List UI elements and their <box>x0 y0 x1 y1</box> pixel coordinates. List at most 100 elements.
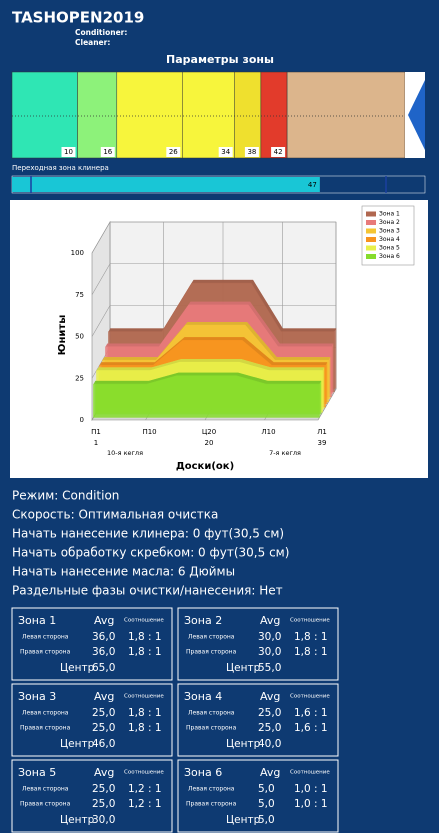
left-value: 30,0 <box>258 631 281 643</box>
side-label: Правая сторона <box>20 801 71 808</box>
side-label: Левая сторона <box>188 710 235 717</box>
zone-boundary-label: 42 <box>274 148 283 156</box>
avg-label: Avg <box>94 690 114 703</box>
transition-value: 47 <box>308 181 317 189</box>
right-value: 5,0 <box>258 798 275 810</box>
info-line: Начать нанесение масла: 6 Дюймы <box>12 565 235 579</box>
right-ratio: 1,8 : 1 <box>294 646 328 658</box>
right-ratio: 1,0 : 1 <box>294 798 328 810</box>
side-label: Левая сторона <box>22 710 69 717</box>
ratio-label: Соотношение <box>290 770 330 776</box>
legend-swatch <box>366 245 376 251</box>
right-value: 36,0 <box>92 646 115 658</box>
zone-name: Зона 1 <box>18 614 56 627</box>
info-line: Раздельные фазы очистки/нанесения: Нет <box>12 584 283 598</box>
area-top <box>99 337 328 366</box>
center-label: Центр <box>60 738 95 750</box>
side-label: Левая сторона <box>22 634 69 641</box>
right-ratio: 1,8 : 1 <box>128 722 162 734</box>
zone-name: Зона 4 <box>184 690 222 703</box>
left-ratio: 1,8 : 1 <box>128 707 162 719</box>
avg-label: Avg <box>260 766 280 779</box>
zone-card <box>177 759 339 833</box>
left-value: 5,0 <box>258 783 275 795</box>
x-tick-label: Л10 <box>261 428 275 436</box>
side-label: Левая сторона <box>22 786 69 793</box>
zone-boundary-label: 10 <box>64 148 73 156</box>
zone-name: Зона 5 <box>18 766 56 779</box>
x-tick-label: Ц20 <box>202 428 216 436</box>
zone-card <box>177 683 339 757</box>
area-top <box>96 359 325 371</box>
left-ratio: 1,2 : 1 <box>128 783 162 795</box>
zone-card <box>177 607 339 681</box>
center-label: Центр <box>226 662 261 674</box>
legend-swatch <box>366 237 376 242</box>
zone-params-title: Параметры зоны <box>166 53 274 66</box>
center-value: 30,0 <box>92 814 115 826</box>
zone-segment <box>286 71 406 159</box>
grid-line <box>317 222 337 421</box>
legend-label: Зона 3 <box>379 228 400 235</box>
x-number-label: 39 <box>318 439 327 447</box>
zone-card <box>11 683 173 757</box>
right-value: 25,0 <box>92 722 115 734</box>
left-value: 36,0 <box>92 631 115 643</box>
ratio-label: Соотношение <box>124 770 164 776</box>
legend-swatch <box>366 220 376 225</box>
side-label: Правая сторона <box>20 725 71 732</box>
right-value: 25,0 <box>258 722 281 734</box>
annotation: 7-я кегля <box>269 449 301 457</box>
zone-segment <box>182 71 235 159</box>
zone-label-box <box>271 147 286 157</box>
area <box>93 375 320 418</box>
zone-boundary-label: 16 <box>103 148 112 156</box>
left-ratio: 1,6 : 1 <box>294 707 328 719</box>
zone-label-box <box>100 147 115 157</box>
left-value: 25,0 <box>258 707 281 719</box>
zone-label-box <box>244 147 259 157</box>
left-value: 25,0 <box>92 707 115 719</box>
info-line: Начать нанесение клинера: 0 фут(30,5 см) <box>12 527 284 541</box>
zone-boundary-label: 38 <box>247 148 256 156</box>
legend-swatch <box>366 228 376 234</box>
zone-card <box>11 759 173 833</box>
x-number-label: 20 <box>205 439 214 447</box>
arrow-marker <box>408 80 425 150</box>
right-ratio: 1,2 : 1 <box>128 798 162 810</box>
center-label: Центр <box>226 814 261 826</box>
zone-boundary-label: 26 <box>169 148 178 156</box>
legend-label: Зона 6 <box>379 253 400 260</box>
y-tick-label: 50 <box>75 333 84 341</box>
y-axis-label: Юниты <box>57 315 68 356</box>
zone-boundary-label: 34 <box>221 148 230 156</box>
x-axis-label: Доски(ок) <box>176 461 234 472</box>
zone-card <box>11 607 173 681</box>
side-label: Левая сторона <box>188 634 235 641</box>
side-label: Правая сторона <box>20 649 71 656</box>
info-line: Режим: Condition <box>12 489 119 503</box>
ratio-label: Соотношение <box>124 694 164 700</box>
legend-swatch <box>366 254 376 259</box>
zone-name: Зона 2 <box>184 614 222 627</box>
legend-label: Зона 1 <box>379 211 400 218</box>
avg-label: Avg <box>260 690 280 703</box>
center-value: 55,0 <box>258 662 281 674</box>
transition-bar <box>12 177 320 192</box>
zone-label-box <box>61 147 76 157</box>
zone-segment <box>260 71 288 159</box>
avg-label: Avg <box>94 614 114 627</box>
zone-name: Зона 3 <box>18 690 56 703</box>
ratio-label: Соотношение <box>290 694 330 700</box>
center-value: 65,0 <box>92 662 115 674</box>
avg-label: Avg <box>94 766 114 779</box>
legend-label: Зона 5 <box>379 245 400 252</box>
zone-segment <box>77 71 118 159</box>
legend-swatch <box>366 211 376 217</box>
center-label: Центр <box>60 662 95 674</box>
x-tick-label: П10 <box>142 428 156 436</box>
legend-label: Зона 4 <box>379 236 400 243</box>
transition-label: Переходная зона клинера <box>12 164 109 172</box>
center-value: 46,0 <box>92 738 115 750</box>
